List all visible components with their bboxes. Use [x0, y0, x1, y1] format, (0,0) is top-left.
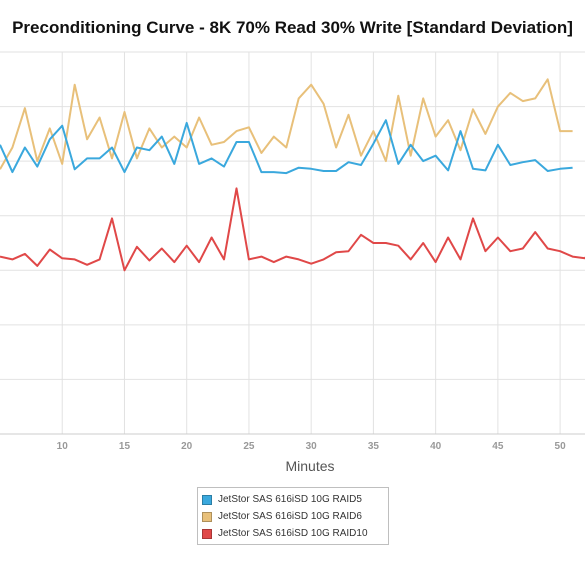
legend-swatch-raid6	[202, 511, 212, 522]
series-line-raid10	[0, 187, 585, 272]
legend-swatch-raid5	[202, 494, 212, 505]
series-line-raid6	[0, 78, 573, 170]
x-tick-label: 15	[119, 441, 131, 452]
series-lines	[0, 78, 585, 272]
x-tick-labels: 10 15 20 25 30 35 40 45 50	[57, 441, 566, 452]
x-tick-label: 40	[430, 441, 442, 452]
legend-label-raid6: JetStor SAS 616iSD 10G RAID6	[218, 511, 362, 522]
legend-label-raid5: JetStor SAS 616iSD 10G RAID5	[218, 494, 362, 505]
x-tick-label: 10	[57, 441, 69, 452]
legend-label-raid10: JetStor SAS 616iSD 10G RAID10	[218, 528, 368, 539]
legend-swatch-raid10	[202, 528, 212, 539]
legend-item-raid5[interactable]: JetStor SAS 616iSD 10G RAID5	[202, 491, 388, 508]
chart-title: Preconditioning Curve - 8K 70% Read 30% …	[12, 18, 573, 37]
x-tick-label: 45	[492, 441, 504, 452]
x-tick-label: 50	[555, 441, 567, 452]
x-tick-label: 35	[368, 441, 380, 452]
x-axis-label: Minutes	[285, 458, 334, 474]
legend-item-raid6[interactable]: JetStor SAS 616iSD 10G RAID6	[202, 508, 388, 525]
x-tick-label: 30	[306, 441, 318, 452]
legend: JetStor SAS 616iSD 10G RAID5 JetStor SAS…	[197, 487, 389, 545]
x-tick-label: 25	[243, 441, 255, 452]
x-tick-label: 20	[181, 441, 193, 452]
series-line-raid5	[0, 119, 573, 175]
legend-item-raid10[interactable]: JetStor SAS 616iSD 10G RAID10	[202, 525, 388, 542]
